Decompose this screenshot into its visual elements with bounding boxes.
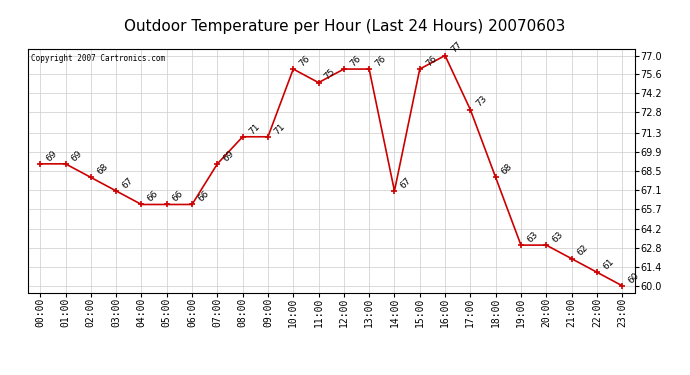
Text: 76: 76 (424, 54, 438, 68)
Text: 76: 76 (373, 54, 388, 68)
Text: 69: 69 (221, 148, 236, 163)
Text: 63: 63 (525, 230, 540, 244)
Text: 71: 71 (272, 122, 286, 136)
Text: 76: 76 (297, 54, 312, 68)
Text: Copyright 2007 Cartronics.com: Copyright 2007 Cartronics.com (30, 54, 165, 63)
Text: 71: 71 (247, 122, 262, 136)
Text: 63: 63 (551, 230, 565, 244)
Text: 75: 75 (323, 68, 337, 82)
Text: 61: 61 (601, 257, 615, 272)
Text: 66: 66 (196, 189, 210, 204)
Text: 62: 62 (575, 243, 590, 258)
Text: Outdoor Temperature per Hour (Last 24 Hours) 20070603: Outdoor Temperature per Hour (Last 24 Ho… (124, 19, 566, 34)
Text: 60: 60 (627, 270, 641, 285)
Text: 68: 68 (95, 162, 110, 177)
Text: 76: 76 (348, 54, 362, 68)
Text: 67: 67 (399, 176, 413, 190)
Text: 68: 68 (500, 162, 514, 177)
Text: 77: 77 (449, 40, 464, 55)
Text: 73: 73 (475, 94, 489, 109)
Text: 66: 66 (146, 189, 160, 204)
Text: 69: 69 (70, 148, 84, 163)
Text: 69: 69 (44, 148, 59, 163)
Text: 67: 67 (120, 176, 135, 190)
Text: 66: 66 (171, 189, 186, 204)
